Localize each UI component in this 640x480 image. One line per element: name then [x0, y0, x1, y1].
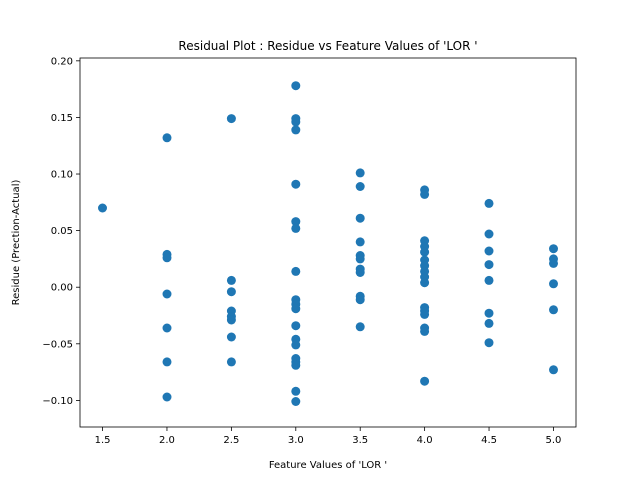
x-tick-label: 5.0	[546, 435, 562, 446]
x-tick-label: 2.0	[159, 435, 175, 446]
scatter-point	[355, 254, 365, 264]
scatter-point	[355, 182, 365, 191]
scatter-point	[355, 168, 365, 178]
scatter-point	[291, 117, 301, 127]
scatter-point	[484, 229, 494, 239]
x-tick-label: 2.5	[223, 435, 239, 446]
x-tick-label: 4.0	[417, 435, 433, 446]
scatter-point	[291, 304, 301, 314]
scatter-point	[420, 247, 430, 257]
scatter-point	[549, 279, 558, 289]
scatter-point	[420, 376, 430, 386]
x-tick-label: 4.5	[481, 435, 497, 446]
scatter-point	[420, 278, 430, 288]
scatter-point	[420, 309, 430, 319]
scatter-point	[484, 198, 494, 208]
scatter-point	[291, 340, 301, 350]
chart-title: Residual Plot : Residue vs Feature Value…	[178, 39, 477, 53]
x-axis: 1.5 2.0 2.5 3.0 3.5 4.0 4.5 5.0	[95, 427, 562, 446]
scatter-point	[162, 323, 172, 333]
scatter-point	[291, 217, 301, 227]
scatter-point	[484, 338, 494, 348]
scatter-point	[226, 357, 236, 367]
scatter-point	[291, 81, 301, 91]
y-tick-label: −0.05	[42, 339, 73, 350]
scatter-point	[549, 244, 558, 254]
scatter-point	[291, 397, 301, 406]
scatter-point	[355, 295, 365, 305]
scatter-point	[291, 321, 301, 331]
scatter-point	[291, 360, 301, 370]
scatter-point	[226, 287, 236, 297]
scatter-point	[226, 275, 236, 285]
y-tick-label: 0.20	[51, 56, 73, 67]
scatter-point	[98, 203, 107, 213]
scatter-point	[162, 289, 172, 299]
scatter-point	[549, 305, 558, 315]
scatter-point	[291, 223, 301, 233]
scatter-point	[355, 213, 365, 223]
scatter-point	[162, 357, 172, 367]
scatter-point	[355, 322, 365, 332]
scatter-point	[484, 275, 494, 285]
scatter-point	[355, 268, 365, 277]
scatter-point	[484, 318, 494, 328]
scatter-point	[226, 315, 236, 325]
scatter-point	[226, 114, 236, 124]
y-tick-label: 0.15	[51, 113, 73, 124]
x-axis-label: Feature Values of 'LOR '	[269, 460, 387, 471]
x-tick-label: 1.5	[95, 435, 111, 446]
scatter-point	[420, 189, 430, 199]
scatter-point	[549, 365, 558, 375]
scatter-point	[291, 266, 301, 276]
y-axis: −0.10 −0.05 0.00 0.05 0.10 0.15 0.20	[42, 56, 80, 407]
y-axis-label: Residue (Prection-Actual)	[11, 180, 22, 306]
plot-area	[98, 81, 558, 406]
scatter-point	[484, 308, 494, 318]
y-tick-label: 0.00	[51, 283, 73, 294]
scatter-point	[291, 179, 301, 189]
y-tick-label: −0.10	[42, 396, 73, 407]
x-tick-label: 3.0	[288, 435, 304, 446]
scatter-point	[484, 246, 494, 256]
axes-frame	[79, 57, 577, 428]
x-tick-label: 3.5	[352, 435, 368, 446]
scatter-point	[484, 260, 494, 270]
scatter-point	[162, 392, 172, 402]
scatter-point	[162, 133, 172, 143]
scatter-point	[291, 125, 301, 135]
y-tick-label: 0.05	[51, 226, 73, 237]
scatter-point	[226, 332, 236, 342]
scatter-point	[162, 253, 172, 263]
scatter-point	[355, 237, 365, 247]
y-tick-label: 0.10	[51, 170, 73, 181]
scatter-point	[420, 326, 430, 336]
scatter-point	[291, 386, 301, 396]
scatter-point	[549, 258, 558, 268]
